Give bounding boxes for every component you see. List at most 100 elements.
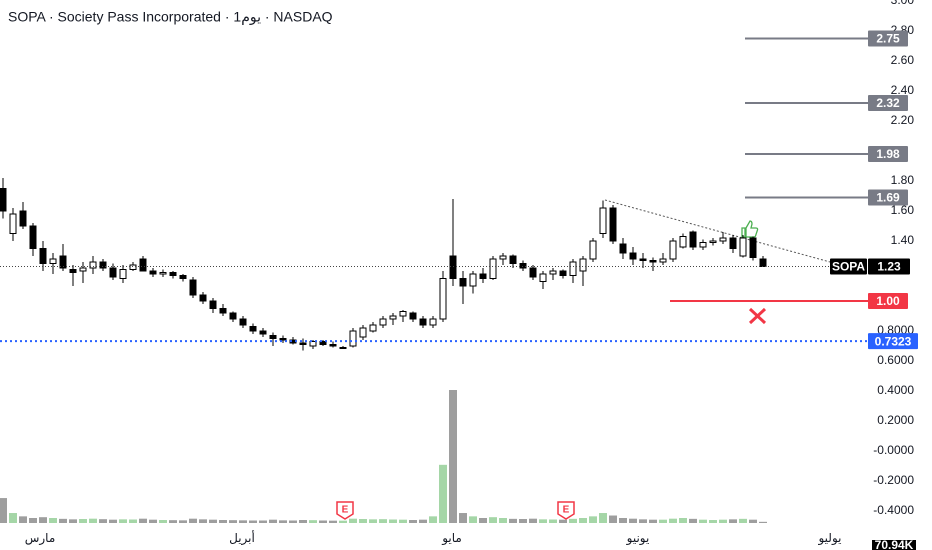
candle-body: [319, 341, 327, 345]
volume-bar: [429, 516, 437, 523]
candle-body: [529, 267, 537, 278]
candle-body: [259, 330, 267, 335]
candle-body: [719, 237, 727, 242]
volume-bar: [639, 519, 647, 523]
trend-line: [604, 199, 831, 263]
volume-bar: [509, 518, 517, 523]
volume-bar: [409, 520, 417, 523]
x-tick-label: يوليو: [817, 531, 841, 546]
earnings-badge: [336, 501, 354, 520]
y-tick-label: 0.2000: [877, 413, 914, 427]
y-tick-label: 1.80: [891, 173, 915, 187]
entry-box: [868, 333, 918, 350]
candle-body: [279, 338, 287, 341]
volume-bar: [479, 518, 487, 523]
volume-bar: [329, 520, 337, 523]
candle-body: [0, 188, 7, 212]
candle-body: [9, 213, 17, 234]
volume-bar: [179, 520, 187, 523]
candle-body: [509, 255, 517, 264]
candle-body: [79, 267, 87, 272]
volume-bar: [59, 518, 67, 523]
volume-bar: [279, 520, 287, 523]
volume-bar: [719, 519, 727, 523]
volume-bar: [689, 518, 697, 523]
volume-bar: [129, 519, 137, 523]
volume-bar: [619, 518, 627, 523]
volume-bar: [19, 516, 27, 523]
candle-body: [499, 255, 507, 260]
volume-bar: [229, 520, 237, 523]
volume-bar: [109, 519, 117, 523]
volume-bar: [9, 513, 17, 523]
volume-bar: [219, 520, 227, 523]
candle-body: [569, 261, 577, 276]
candle-body: [549, 270, 557, 275]
candle-body: [699, 242, 707, 248]
candle-body: [669, 240, 677, 260]
y-tick-label: 2.40: [891, 83, 915, 97]
volume-label-box: [872, 540, 916, 550]
candle-body: [409, 312, 417, 320]
symbol-label: SOPA: [832, 260, 865, 274]
level-box: [868, 30, 908, 47]
x-tick-label: مارس: [25, 531, 56, 546]
volume-bar: [589, 516, 597, 523]
candle-body: [239, 318, 247, 326]
y-tick-label: 0.4000: [877, 383, 914, 397]
candle-body: [399, 311, 407, 317]
candle-body: [429, 318, 437, 326]
cross-icon: [748, 307, 767, 325]
candle-body: [89, 261, 97, 269]
volume-bar: [529, 518, 537, 523]
volume-bar: [209, 519, 217, 523]
symbol-box: [830, 258, 867, 275]
volume-bar: [489, 517, 497, 523]
candle-body: [649, 260, 657, 263]
volume-bar: [399, 519, 407, 523]
volume-bar: [139, 518, 147, 523]
volume-bar: [449, 390, 457, 523]
candle-body: [169, 272, 177, 276]
volume-bar: [119, 519, 127, 523]
volume-bar: [339, 520, 347, 523]
thumbs-up-icon: [741, 220, 759, 238]
candle-body: [609, 207, 617, 242]
volume-bar: [519, 519, 527, 523]
volume-bar: [649, 519, 657, 523]
volume-bar: [239, 520, 247, 523]
candle-body: [419, 318, 427, 326]
candle-body: [139, 258, 147, 272]
candle-body: [349, 330, 357, 347]
y-tick-label: 2.60: [891, 53, 915, 67]
candle-body: [539, 273, 547, 282]
candle-body: [99, 261, 107, 269]
volume-bar: [729, 519, 737, 523]
last-price-box: [868, 258, 910, 275]
volume-bar: [499, 518, 507, 523]
volume-bar: [559, 519, 567, 523]
candle-body: [449, 255, 457, 279]
candle-body: [119, 269, 127, 279]
candle-body: [69, 269, 77, 273]
y-tick-label: -0.0000: [873, 443, 914, 457]
candle-body: [689, 231, 697, 248]
earnings-badge: [557, 501, 575, 520]
y-tick-label: 0.6000: [877, 353, 914, 367]
candle-body: [379, 318, 387, 326]
level-label: 1.69: [876, 191, 900, 205]
candle-body: [29, 225, 37, 249]
volume-bar: [49, 518, 57, 523]
x-tick-label: مايو: [441, 531, 462, 546]
candle-body: [249, 326, 257, 332]
x-tick-label: يونيو: [626, 531, 650, 546]
candle-body: [679, 236, 687, 248]
volume-bar: [199, 519, 207, 523]
level-box: [868, 189, 908, 206]
volume-bar: [579, 518, 587, 523]
volume-bar: [599, 513, 607, 523]
volume-bar: [249, 520, 257, 523]
candle-body: [629, 252, 637, 260]
stop-box: [868, 293, 908, 309]
volume-bar: [159, 520, 167, 523]
